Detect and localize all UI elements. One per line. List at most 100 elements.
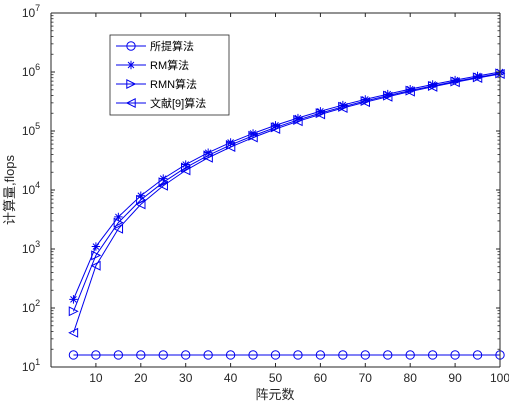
data-point [159, 174, 168, 183]
data-point [158, 177, 169, 188]
data-point [315, 108, 326, 119]
legend-marker [125, 97, 136, 109]
data-point [203, 148, 213, 157]
data-point [383, 90, 394, 101]
y-tick-exponent: 6 [35, 62, 40, 72]
data-point [405, 350, 415, 360]
x-tick-label: 70 [359, 371, 373, 385]
data-point [136, 350, 146, 360]
data-point [203, 350, 213, 360]
data-point [427, 81, 438, 92]
legend-entry: RMN算法 [116, 77, 197, 91]
data-point [450, 76, 461, 87]
data-point [472, 72, 483, 83]
legend-marker [126, 78, 137, 90]
data-point [449, 77, 460, 88]
data-point [382, 91, 393, 102]
data-point [181, 160, 190, 169]
data-point [360, 96, 371, 107]
y-tick-label: 105 [22, 121, 40, 138]
y-tick-label: 101 [22, 357, 40, 374]
data-point [337, 103, 348, 114]
data-point [114, 212, 123, 222]
y-tick-exponent: 5 [35, 121, 40, 131]
data-point [270, 124, 281, 135]
legend-label: RM算法 [150, 58, 189, 72]
y-tick-exponent: 4 [35, 180, 40, 190]
x-tick-label: 60 [314, 371, 328, 385]
legend-marker [126, 41, 136, 51]
legend-entry: 所提算法 [116, 39, 194, 53]
y-tick-exponent: 1 [35, 357, 40, 367]
axes-layer: 10 20 30 40 50 60 70 80 90 1001011021031041051061… [22, 3, 509, 385]
y-tick-base: 10 [22, 301, 36, 315]
data-point [91, 350, 101, 360]
data-point [315, 109, 326, 120]
data-point [315, 350, 326, 360]
y-tick-base: 10 [22, 6, 36, 20]
data-point [225, 142, 236, 153]
data-point [91, 250, 102, 261]
y-axis-label: 计算量,flops [2, 154, 17, 225]
data-point [68, 327, 79, 338]
y-tick-exponent: 2 [35, 298, 40, 308]
y-tick-base: 10 [22, 124, 36, 138]
legend-entry: RM算法 [116, 58, 189, 72]
data-point [91, 242, 101, 251]
y-tick-exponent: 7 [35, 3, 40, 13]
data-point [90, 260, 101, 271]
data-point [68, 350, 79, 360]
legend-label: 所提算法 [150, 39, 194, 53]
data-point [472, 350, 483, 360]
data-point [225, 350, 236, 360]
y-tick-base: 10 [22, 183, 36, 197]
data-point [359, 97, 370, 108]
data-point [472, 73, 483, 84]
data-point [405, 85, 416, 96]
x-tick-label: 20 [134, 371, 148, 385]
data-point [181, 350, 191, 360]
data-point [293, 114, 304, 125]
x-tick-label: 40 [224, 371, 238, 385]
data-point [157, 180, 168, 191]
legend-label: 文献[9]算法 [150, 96, 206, 110]
x-tick-label: 90 [448, 371, 462, 385]
series-layer [68, 67, 506, 360]
data-point [202, 152, 213, 163]
data-point [270, 350, 281, 360]
x-tick-label: 50 [269, 371, 283, 385]
y-tick-label: 104 [22, 180, 40, 197]
data-point [181, 162, 192, 173]
data-point [427, 80, 438, 91]
data-point [383, 350, 393, 360]
data-point [69, 295, 78, 304]
legend-entry: 文献[9]算法 [116, 96, 206, 110]
data-point [113, 217, 124, 228]
data-point [360, 350, 370, 360]
data-point [68, 306, 79, 317]
data-point [404, 86, 415, 97]
y-tick-base: 10 [22, 360, 36, 374]
y-tick-label: 106 [22, 62, 40, 79]
x-tick-label: 100 [490, 371, 509, 385]
data-point [113, 223, 124, 234]
data-point [248, 350, 258, 360]
data-point [136, 191, 145, 200]
series-4 [68, 68, 505, 338]
data-point [450, 350, 460, 360]
data-point [338, 101, 349, 112]
data-point [292, 116, 303, 127]
y-tick-label: 107 [22, 3, 40, 20]
y-tick-exponent: 3 [35, 239, 40, 249]
y-tick-base: 10 [22, 242, 36, 256]
data-point [427, 350, 438, 360]
data-point [338, 350, 348, 360]
y-tick-label: 103 [22, 239, 40, 256]
data-point [113, 350, 124, 360]
x-tick-label: 80 [404, 371, 418, 385]
legend-label: RMN算法 [150, 77, 197, 91]
x-axis-label: 阵元数 [255, 387, 294, 402]
data-point [293, 350, 303, 360]
data-point [180, 165, 191, 176]
